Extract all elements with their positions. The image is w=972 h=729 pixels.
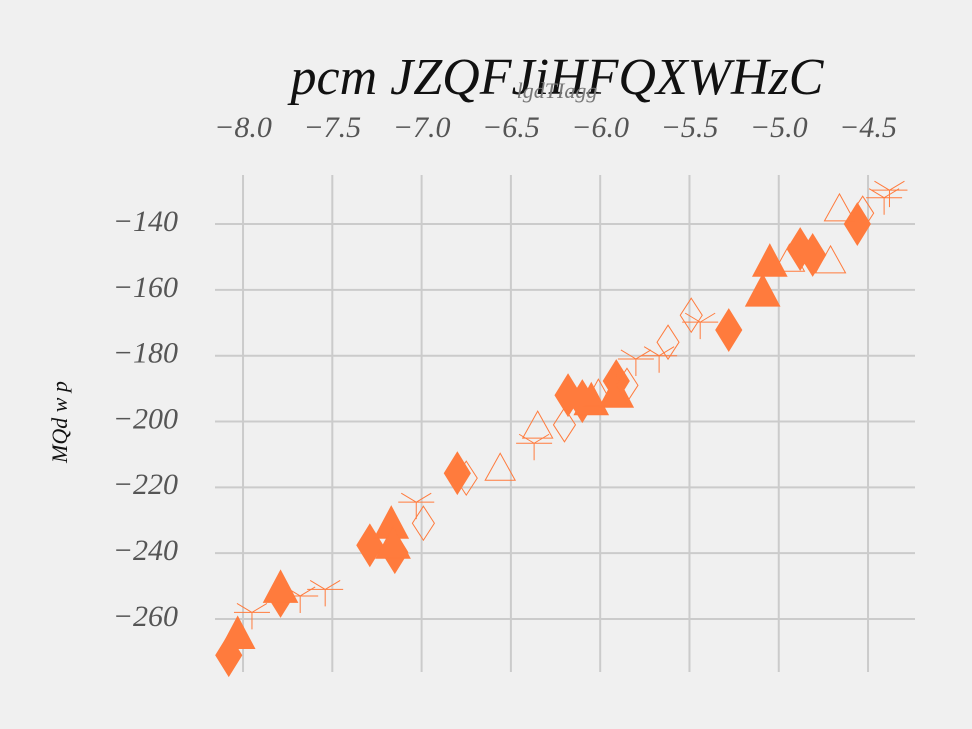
point <box>682 312 719 340</box>
y-tick-label: −160 <box>113 271 178 304</box>
point <box>773 243 806 272</box>
point <box>799 233 827 277</box>
x-tick-label: −4.5 <box>839 111 897 144</box>
point <box>411 505 435 542</box>
point <box>219 615 256 649</box>
point <box>851 195 875 232</box>
x-tick-label: −7.5 <box>303 111 361 144</box>
point <box>866 188 903 215</box>
point <box>516 433 553 461</box>
x-tick-label: −8.0 <box>214 111 272 144</box>
y-tick-label: −180 <box>113 337 178 370</box>
point <box>715 308 743 352</box>
point <box>751 243 788 277</box>
point <box>521 410 554 439</box>
point <box>641 346 678 373</box>
y-tick-label: −240 <box>113 534 178 567</box>
point <box>656 324 680 361</box>
point <box>615 367 639 404</box>
point <box>679 297 703 334</box>
point <box>443 451 471 496</box>
point <box>552 406 577 443</box>
point <box>843 202 871 246</box>
y-tick-label: −140 <box>113 205 178 238</box>
x-tick-label: −5.0 <box>750 111 808 144</box>
point <box>814 244 847 274</box>
point <box>871 180 908 208</box>
chart-title: pcm JZQFJiHFQXWHzC <box>287 49 825 106</box>
x-tick-label: −7.0 <box>393 111 451 144</box>
point <box>375 525 411 559</box>
point <box>282 586 319 613</box>
point <box>454 460 478 497</box>
x-tick-label: −5.5 <box>661 111 719 144</box>
point <box>262 569 299 603</box>
y-tick-label: −260 <box>113 600 178 633</box>
point <box>398 492 435 520</box>
point <box>823 192 856 222</box>
point <box>744 273 781 307</box>
point <box>617 349 654 376</box>
point <box>233 602 270 630</box>
y-axis-label: MQd w p <box>47 381 72 464</box>
y-tick-label: −200 <box>113 402 178 435</box>
x-tick-label: −6.5 <box>482 111 540 144</box>
y-tick-label: −220 <box>113 468 178 501</box>
point <box>582 378 615 407</box>
point <box>484 452 517 481</box>
point <box>554 373 582 418</box>
x-tick-label: −6.0 <box>571 111 629 144</box>
x-axis-label: lgdTIagg <box>517 78 598 103</box>
point <box>307 579 344 607</box>
